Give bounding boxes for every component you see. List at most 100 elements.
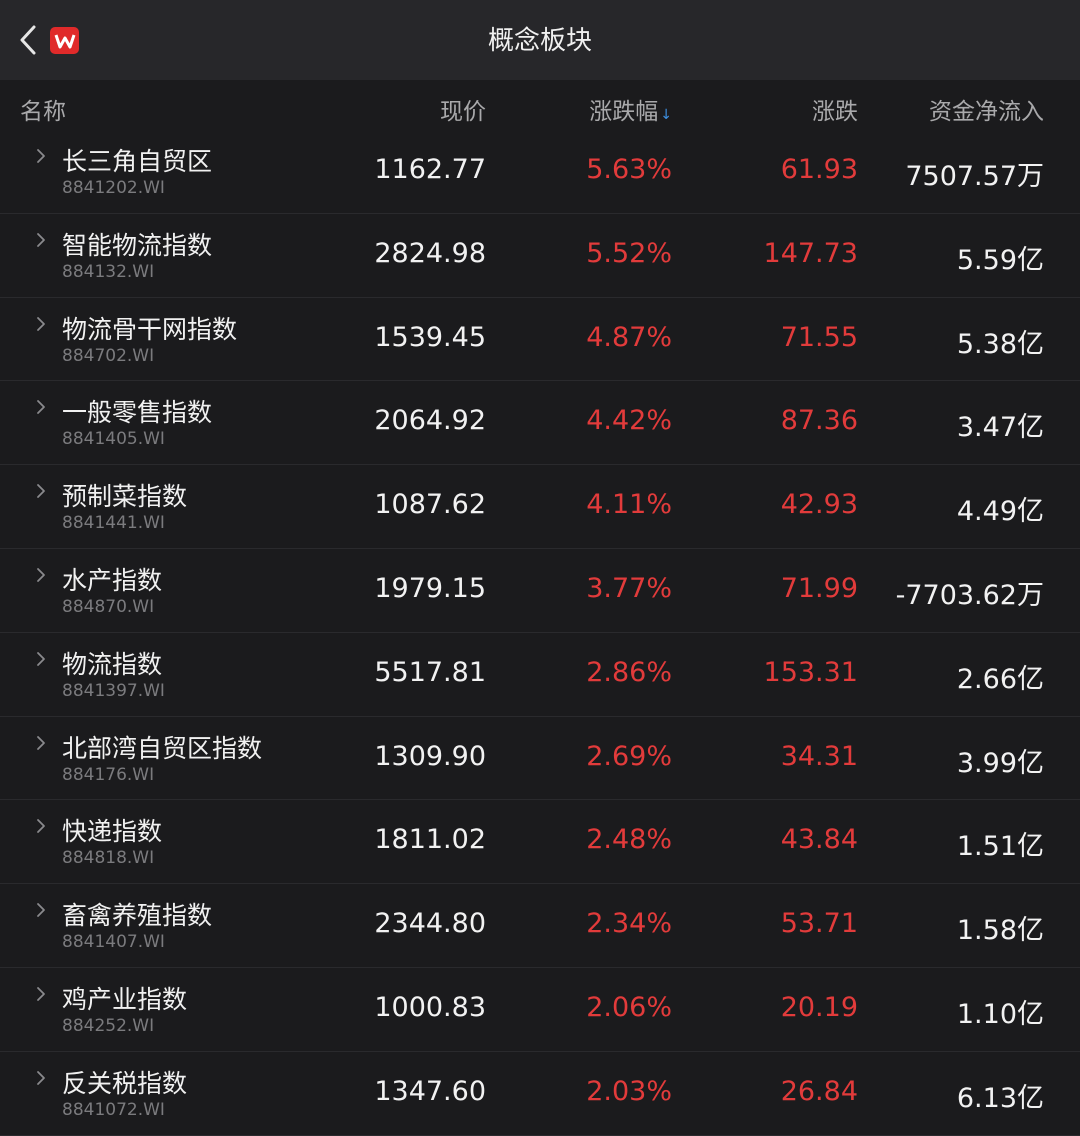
table-row[interactable]: 预制菜指数 8841441.WI 1087.62 4.11% 42.93 4.49亿: [0, 465, 1080, 549]
column-header-pct-label: 涨跌幅: [589, 99, 659, 125]
net-inflow: 5.59亿: [956, 244, 1044, 276]
chevron-right-icon: [37, 903, 45, 918]
current-price: 2344.80: [374, 908, 486, 940]
sector-code: 8841072.WI: [62, 1099, 165, 1120]
chevron-right-icon: [37, 651, 45, 666]
pct-change: 3.77%: [586, 572, 672, 604]
pct-change: 4.11%: [586, 489, 672, 521]
net-inflow: 2.66亿: [956, 663, 1044, 695]
price-change: 147.73: [763, 237, 858, 269]
current-price: 2064.92: [374, 405, 486, 437]
chevron-right-icon: [37, 484, 45, 499]
net-inflow: 1.58亿: [956, 915, 1044, 947]
column-header-price[interactable]: 现价: [440, 99, 486, 125]
pct-change: 2.48%: [586, 824, 672, 856]
sector-name: 反关税指数: [62, 1068, 188, 1098]
column-header-net-flow[interactable]: 资金净流入: [929, 99, 1044, 125]
current-price: 5517.81: [374, 656, 486, 688]
table-row[interactable]: 物流骨干网指数 884702.WI 1539.45 4.87% 71.55 5.38亿: [0, 298, 1080, 382]
sector-name: 北部湾自贸区指数: [62, 733, 263, 763]
chevron-left-icon: [20, 25, 36, 55]
net-inflow: -7703.62万: [895, 579, 1044, 611]
pct-change: 2.34%: [586, 908, 672, 940]
chevron-right-icon: [37, 819, 45, 834]
table-row[interactable]: 长三角自贸区 8841202.WI 1162.77 5.63% 61.93 7507.57…: [0, 130, 1080, 214]
price-change: 34.31: [780, 740, 858, 772]
sector-code: 884132.WI: [62, 261, 155, 282]
back-button[interactable]: [10, 18, 46, 62]
table-row[interactable]: 鸡产业指数 884252.WI 1000.83 2.06% 20.19 1.10亿: [0, 968, 1080, 1052]
sector-code: 884702.WI: [62, 345, 155, 366]
pct-change: 2.03%: [586, 1075, 672, 1107]
table-row[interactable]: 畜禽养殖指数 8841407.WI 2344.80 2.34% 53.71 1.58亿: [0, 884, 1080, 968]
price-change: 42.93: [780, 489, 858, 521]
price-change: 53.71: [780, 908, 858, 940]
sector-name: 一般零售指数: [62, 398, 213, 428]
chevron-right-icon: [37, 987, 45, 1001]
chevron-right-icon: [37, 400, 45, 415]
net-inflow: 5.38亿: [956, 328, 1044, 360]
sector-name: 物流骨干网指数: [62, 314, 238, 344]
sector-code: 8841407.WI: [62, 932, 165, 953]
net-inflow: 7507.57万: [905, 161, 1044, 192]
sort-desc-icon: ↓: [660, 107, 672, 123]
pct-change: 2.06%: [586, 991, 672, 1023]
table-row[interactable]: 反关税指数 8841072.WI 1347.60 2.03% 26.84 6.13亿: [0, 1052, 1080, 1136]
sector-code: 8841441.WI: [62, 513, 165, 534]
current-price: 1539.45: [374, 321, 486, 353]
column-header-change[interactable]: 涨跌: [812, 99, 858, 125]
table-row[interactable]: 智能物流指数 884132.WI 2824.98 5.52% 147.73 5.59亿: [0, 214, 1080, 298]
page-title: 概念板块: [487, 26, 592, 56]
column-header-pct-change[interactable]: 涨跌幅 ↓: [589, 92, 672, 126]
price-change: 153.31: [763, 656, 858, 688]
sector-code: 8841397.WI: [62, 680, 165, 701]
price-change: 20.19: [780, 991, 858, 1023]
sector-code: 8841405.WI: [62, 429, 165, 450]
net-inflow: 3.47亿: [956, 412, 1044, 444]
current-price: 1000.83: [374, 991, 486, 1023]
current-price: 2824.98: [374, 237, 486, 269]
chevron-right-icon: [37, 568, 45, 582]
current-price: 1347.60: [374, 1075, 486, 1107]
chevron-right-icon: [37, 735, 45, 750]
sector-code: 884252.WI: [62, 1015, 155, 1036]
table-row[interactable]: 北部湾自贸区指数 884176.WI 1309.90 2.69% 34.31 3.99亿: [0, 717, 1080, 801]
pct-change: 4.42%: [586, 405, 672, 437]
sector-code: 884870.WI: [62, 596, 155, 617]
current-price: 1087.62: [374, 489, 486, 521]
sector-name: 鸡产业指数: [62, 984, 188, 1014]
sector-name: 长三角自贸区: [62, 147, 213, 176]
sector-name: 智能物流指数: [62, 230, 213, 260]
table-row[interactable]: 物流指数 8841397.WI 5517.81 2.86% 153.31 2.66亿: [0, 633, 1080, 717]
price-change: 61.93: [780, 154, 858, 185]
price-change: 71.99: [780, 572, 858, 604]
sector-list: 长三角自贸区 8841202.WI 1162.77 5.63% 61.93 7507.57…: [0, 130, 1080, 1136]
sector-code: 884176.WI: [62, 764, 155, 785]
pct-change: 2.86%: [586, 656, 672, 688]
net-inflow: 6.13亿: [956, 1082, 1044, 1114]
price-change: 26.84: [780, 1075, 858, 1107]
column-header-name[interactable]: 名称: [20, 99, 66, 125]
price-change: 43.84: [780, 824, 858, 856]
table-row[interactable]: 一般零售指数 8841405.WI 2064.92 4.42% 87.36 3.47亿: [0, 381, 1080, 466]
chevron-right-icon: [37, 232, 45, 247]
current-price: 1979.15: [374, 572, 486, 604]
sector-name: 水产指数: [62, 565, 163, 595]
chevron-right-icon: [37, 316, 45, 331]
pct-change: 4.87%: [586, 321, 672, 353]
sector-name: 预制菜指数: [62, 482, 188, 512]
sector-code: 884818.WI: [62, 848, 155, 869]
sector-code: 8841202.WI: [62, 178, 165, 198]
pct-change: 5.52%: [586, 237, 672, 269]
table-row[interactable]: 快递指数 884818.WI 1811.02 2.48% 43.84 1.51亿: [0, 800, 1080, 885]
price-change: 71.55: [780, 321, 858, 353]
current-price: 1309.90: [374, 740, 486, 772]
pct-change: 2.69%: [586, 740, 672, 772]
sector-name: 物流指数: [62, 649, 163, 679]
sector-name: 快递指数: [62, 817, 163, 847]
table-row[interactable]: 水产指数 884870.WI 1979.15 3.77% 71.99 -7703.62万: [0, 549, 1080, 633]
price-change: 87.36: [780, 405, 858, 437]
sector-name: 畜禽养殖指数: [62, 901, 213, 931]
chevron-right-icon: [37, 149, 45, 163]
app-logo[interactable]: [50, 27, 79, 54]
